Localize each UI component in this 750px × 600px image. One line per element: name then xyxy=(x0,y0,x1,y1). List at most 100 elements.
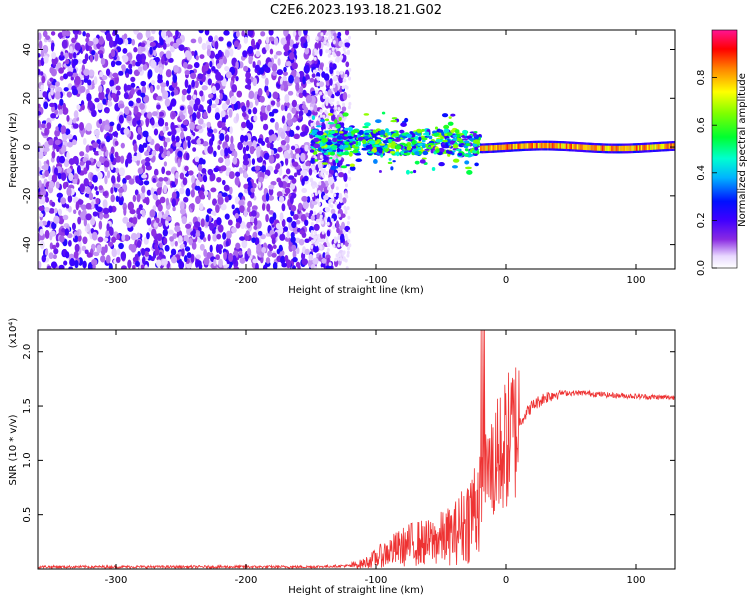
heatmap-cell xyxy=(105,68,111,76)
heatmap-cell xyxy=(196,111,201,119)
heatmap-cell xyxy=(115,36,119,45)
heatmap-cell xyxy=(49,66,54,74)
heatmap-cell xyxy=(224,134,230,143)
heatmap-cell xyxy=(332,75,338,82)
heatmap-cell xyxy=(67,83,73,91)
heatmap-cell xyxy=(283,66,287,73)
heatmap-cell xyxy=(328,33,332,38)
heatmap-cell xyxy=(231,204,235,210)
heatmap-cell xyxy=(322,114,326,119)
heatmap-cell xyxy=(305,161,310,167)
heatmap-cell xyxy=(228,171,235,179)
heatmap-cell xyxy=(343,51,347,56)
heatmap-cell xyxy=(83,68,90,76)
heatmap-cell xyxy=(277,146,283,153)
heatmap-cell xyxy=(53,167,59,176)
heatmap-cell xyxy=(158,67,163,75)
heatmap-cell xyxy=(498,144,502,151)
heatmap-cell xyxy=(318,254,322,262)
heatmap-cell xyxy=(278,180,284,188)
heatmap-cell xyxy=(217,120,224,129)
heatmap-cell xyxy=(53,248,59,255)
heatmap-cell xyxy=(346,253,350,258)
heatmap-cell xyxy=(142,64,148,71)
heatmap-cell xyxy=(108,226,114,236)
heatmap-cell xyxy=(91,50,96,56)
heatmap-cell xyxy=(330,218,334,223)
heatmap-cell xyxy=(208,98,213,107)
heatmap-cell xyxy=(300,152,306,162)
heatmap-cell xyxy=(62,102,66,111)
heatmap-cell xyxy=(671,143,675,149)
heatmap-cell xyxy=(319,69,323,74)
heatmap-cell xyxy=(449,140,455,145)
heatmap-cell xyxy=(325,49,329,54)
heatmap-cell xyxy=(110,60,116,68)
heatmap-cell xyxy=(64,30,71,37)
heatmap-cell xyxy=(435,139,442,143)
heatmap-cell xyxy=(195,179,201,187)
heatmap-cell xyxy=(281,144,287,152)
heatmap-cell xyxy=(235,112,240,122)
heatmap-cell xyxy=(243,65,249,72)
heatmap-cell xyxy=(276,177,282,183)
heatmap-cell xyxy=(344,210,348,215)
heatmap-cell xyxy=(207,191,211,201)
heatmap-cell xyxy=(213,150,217,158)
heatmap-cell xyxy=(316,130,324,136)
heatmap-cell xyxy=(44,169,50,178)
heatmap-cell xyxy=(224,49,230,58)
heatmap-cell xyxy=(186,51,193,61)
heatmap-cell xyxy=(313,169,317,174)
heatmap-cell xyxy=(332,40,336,45)
heatmap-cell xyxy=(525,143,529,149)
heatmap-cell xyxy=(166,150,171,157)
heatmap-cell xyxy=(351,141,356,145)
heatmap-cell xyxy=(381,111,386,115)
heatmap-cell xyxy=(443,124,450,130)
heatmap-cell xyxy=(223,184,230,192)
heatmap-cell xyxy=(100,255,106,263)
heatmap-cell xyxy=(590,145,594,151)
heatmap-cell xyxy=(41,75,46,84)
heatmap-cell xyxy=(324,118,330,122)
heatmap-cell xyxy=(421,144,426,149)
heatmap-cell xyxy=(227,219,233,226)
heatmap-cell xyxy=(318,81,325,88)
heatmap-cell xyxy=(290,236,296,243)
heatmap-cell xyxy=(49,102,55,108)
heatmap-cell xyxy=(339,167,343,172)
heatmap-cell xyxy=(74,32,78,40)
heatmap-cell xyxy=(642,145,646,151)
snr-series-line xyxy=(38,330,675,569)
heatmap-cell xyxy=(461,135,466,138)
heatmap-cell xyxy=(224,158,231,167)
heatmap-cell xyxy=(104,175,108,185)
heatmap-cell xyxy=(158,177,164,182)
heatmap-cell xyxy=(132,194,137,203)
heatmap-cell xyxy=(478,133,482,137)
snr-x-tick-label: 0 xyxy=(503,575,509,586)
heatmap-cell xyxy=(142,142,148,148)
heatmap-cell xyxy=(354,152,362,156)
heatmap-cell xyxy=(344,74,348,79)
heatmap-cell xyxy=(167,131,173,137)
heatmap-cell xyxy=(96,206,103,213)
heatmap-cell xyxy=(399,129,405,134)
heatmap-cell xyxy=(654,144,658,150)
heatmap-cell xyxy=(41,123,46,129)
colorbar-ticks: 0.0 0.2 0.4 0.6 0.8 xyxy=(696,70,717,276)
heatmap-cell xyxy=(193,61,200,69)
heatmap-cell xyxy=(128,100,134,107)
heatmap-cell xyxy=(342,250,346,255)
heatmap-cell xyxy=(348,35,352,40)
heatmap-cell xyxy=(303,64,310,74)
heatmap-cell xyxy=(506,144,510,150)
heatmap-cell xyxy=(157,222,163,227)
heatmap-cell xyxy=(328,199,332,204)
heatmap-cell xyxy=(233,40,239,48)
heatmap-cell xyxy=(85,122,93,132)
heatmap-cell xyxy=(310,233,314,238)
heatmap-cell xyxy=(80,204,87,211)
